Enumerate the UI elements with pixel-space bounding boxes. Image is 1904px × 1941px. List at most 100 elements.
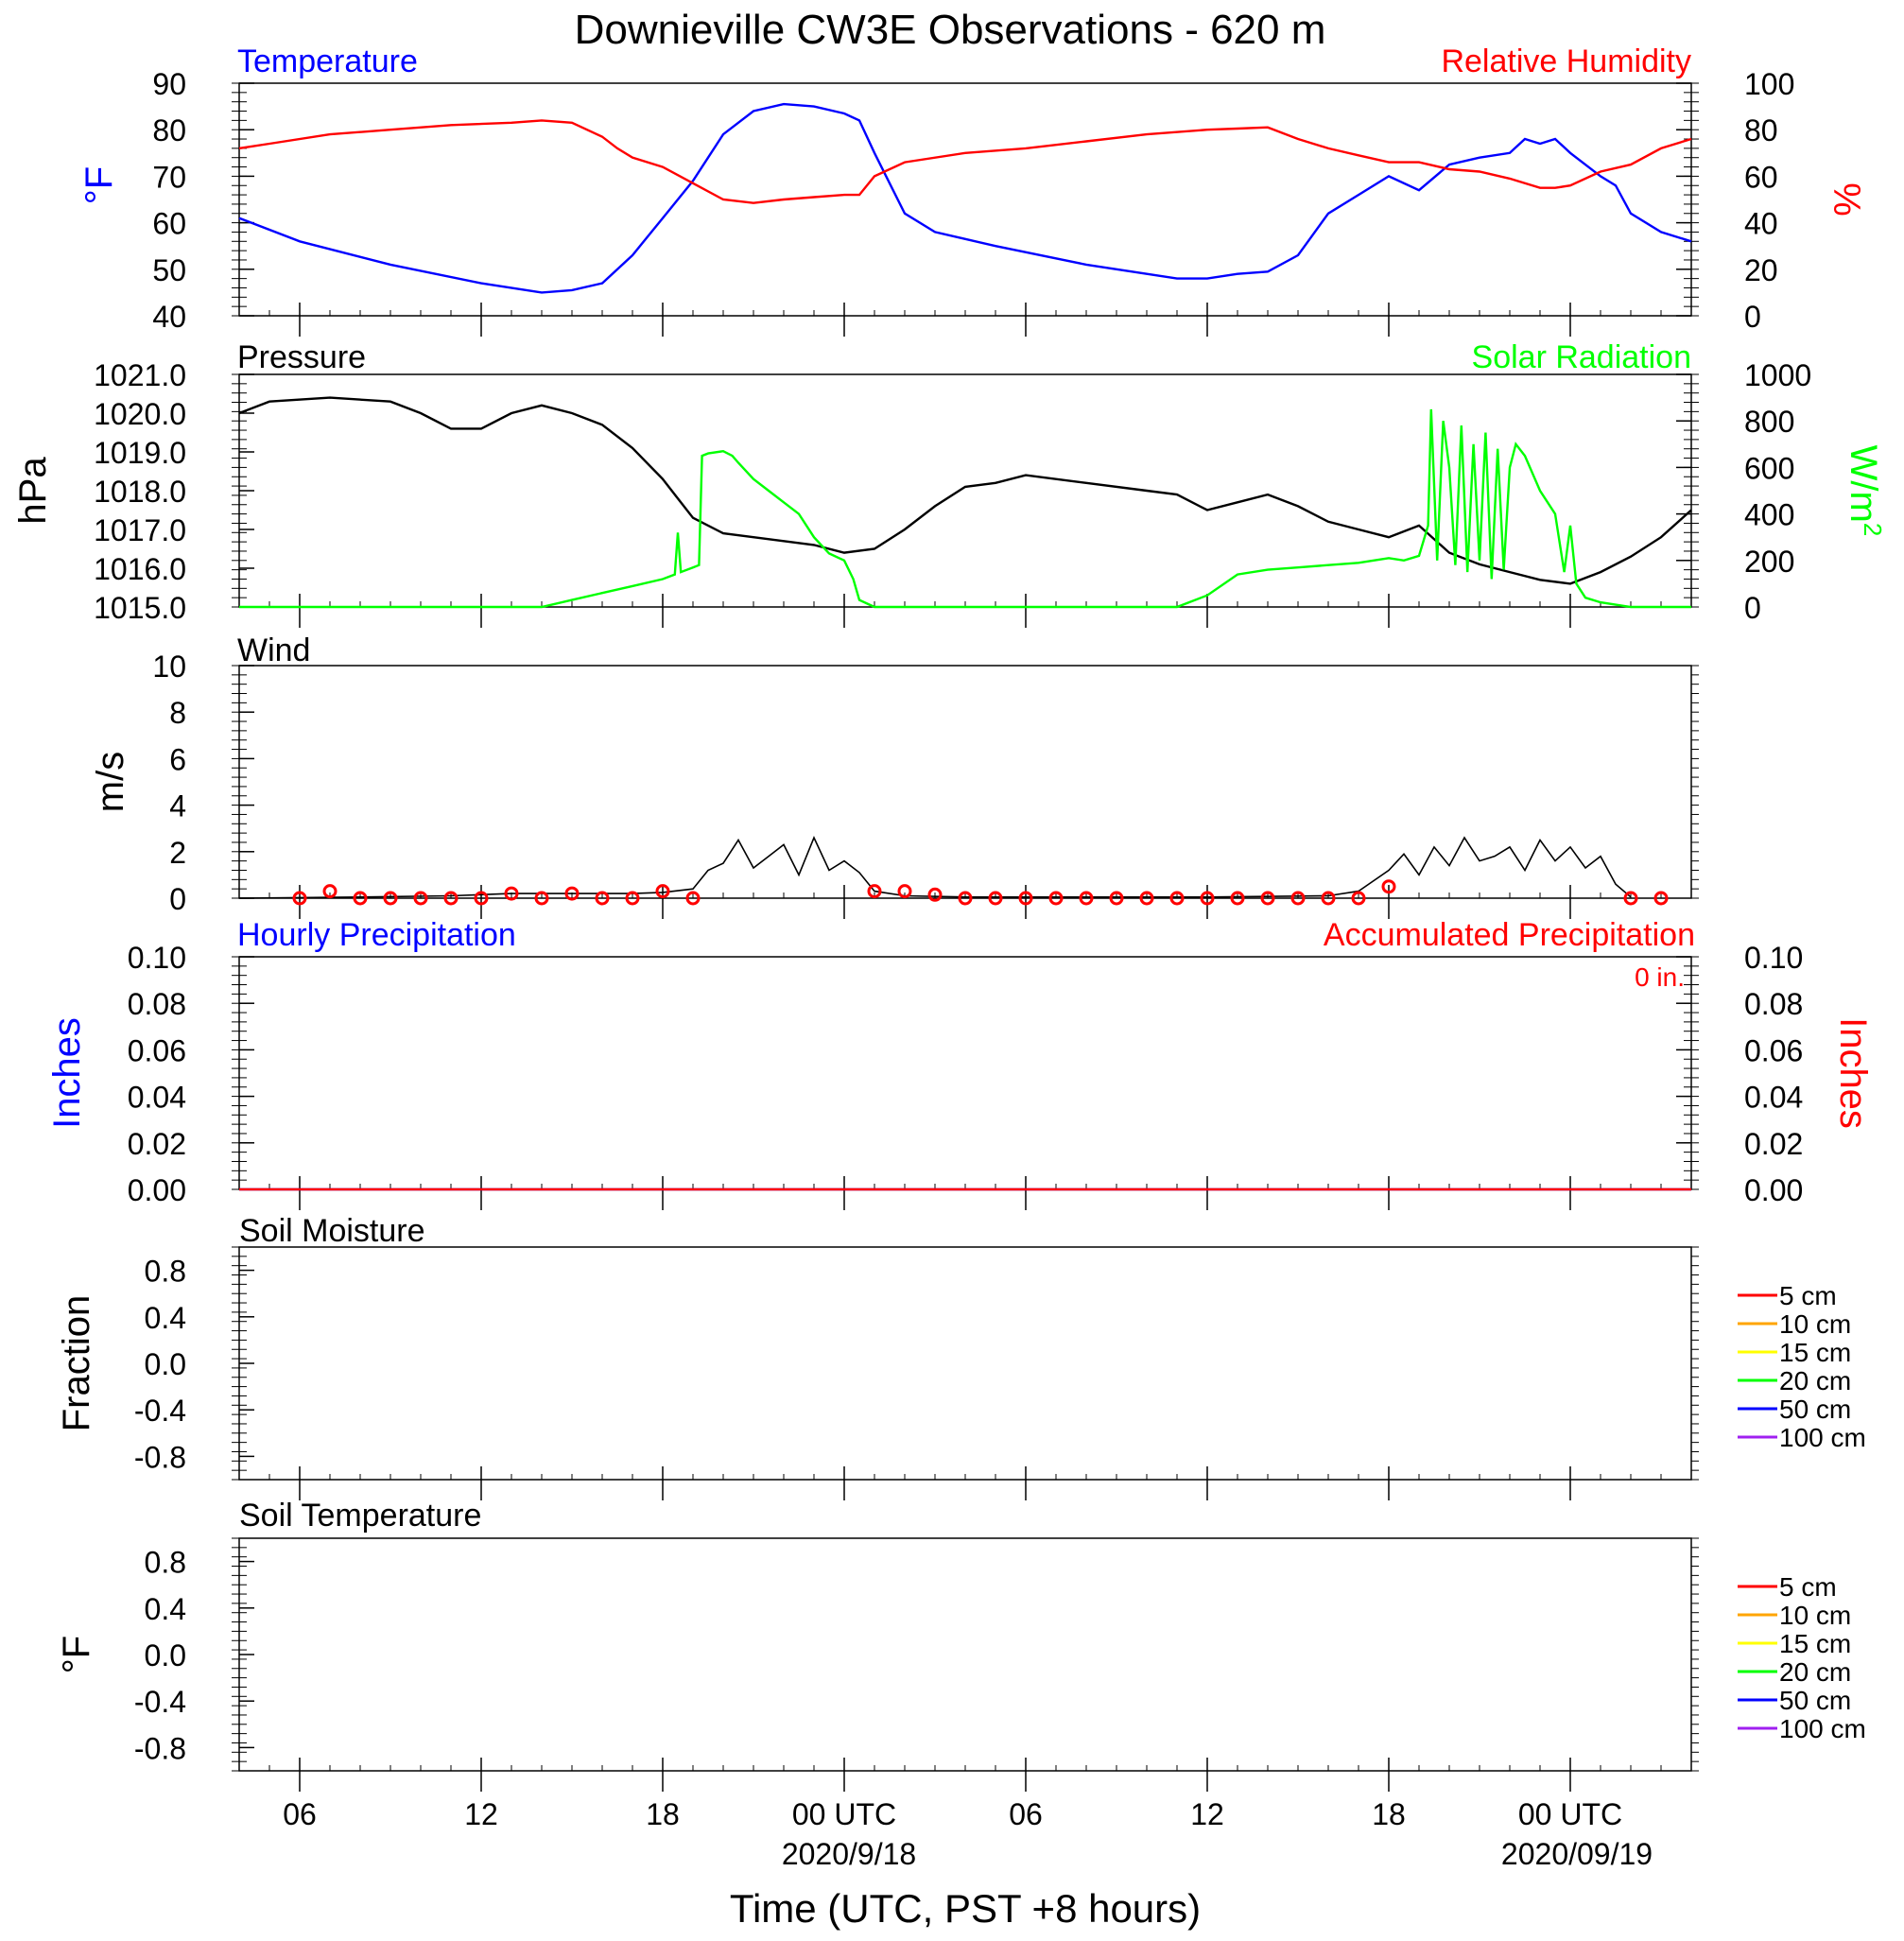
gust-marker <box>1048 891 1064 906</box>
x-axis: 06 12 18 00 UTC 06 12 18 00 UTC <box>283 1797 1622 1831</box>
right-tick-label: 0.06 <box>1744 1033 1803 1067</box>
figure-title: Downieville CW3E Observations - 620 m <box>575 7 1326 53</box>
left-tick-label: 0.10 <box>128 941 186 975</box>
right-tick-label: 600 <box>1744 451 1794 485</box>
gust-marker <box>1351 891 1366 906</box>
accum-precip-total: 0 in. <box>1635 962 1685 992</box>
legend-label: 100 cm <box>1779 1423 1866 1452</box>
x-tick-label: 18 <box>1372 1797 1406 1831</box>
legend-label: 50 cm <box>1779 1395 1851 1424</box>
x-axis-label: Time (UTC, PST +8 hours) <box>730 1886 1201 1931</box>
left-tick-label: 80 <box>152 113 186 147</box>
left-tick-label: 1019.0 <box>94 436 186 470</box>
right-tick-label: 0 <box>1744 300 1761 334</box>
wind-panel: Wind m/s 0 2 4 6 8 10 <box>90 633 1699 919</box>
left-tick-label: 60 <box>152 207 186 241</box>
legend-label: 15 cm <box>1779 1629 1851 1658</box>
series-line <box>238 119 1692 204</box>
gust-marker <box>322 884 338 899</box>
x-tick-label: 18 <box>646 1797 680 1831</box>
left-tick-label: 40 <box>152 300 186 334</box>
series-line <box>238 102 1692 294</box>
gust-marker <box>1321 891 1336 906</box>
legend-label: 10 cm <box>1779 1309 1851 1339</box>
temp-rh-panel: Temperature Relative Humidity °F % 40 50 6… <box>78 43 1867 337</box>
left-tick-label: 0.02 <box>128 1127 186 1161</box>
left-tick-label: 1017.0 <box>94 513 186 547</box>
gust-marker <box>1260 891 1275 906</box>
gust-marker <box>1653 891 1669 906</box>
hourly-precip-title: Hourly Precipitation <box>237 917 516 953</box>
left-tick-label: 0.4 <box>145 1301 186 1335</box>
left-tick-label: 0.00 <box>128 1173 186 1207</box>
gust-marker <box>564 886 580 901</box>
left-tick-label: 0.8 <box>145 1255 186 1289</box>
right-tick-label: 100 <box>1744 67 1794 101</box>
gust-marker <box>1290 891 1306 906</box>
date-label-1: 2020/9/18 <box>782 1837 916 1871</box>
left-tick-label: 0 <box>169 882 186 916</box>
left-tick-label: -0.4 <box>134 1685 186 1719</box>
left-tick-label: 4 <box>169 789 186 823</box>
temp-rh-frame <box>238 82 1692 317</box>
right-tick-label: 0.00 <box>1744 1173 1803 1207</box>
gust-marker <box>353 891 368 906</box>
x-tick-label: 00 UTC <box>792 1797 896 1831</box>
legend-label: 10 cm <box>1779 1601 1851 1630</box>
left-tick-label: 0.08 <box>128 987 186 1021</box>
gust-marker <box>1139 891 1154 906</box>
pressure-unit: hPa <box>12 457 54 525</box>
gust-marker <box>383 891 398 906</box>
gust-marker <box>988 891 1003 906</box>
left-tick-label: 1021.0 <box>94 358 186 392</box>
precip-plot: 0.00 0.02 0.04 0.06 0.08 0.10 0.00 0.02 0.04 0.06… <box>128 941 1803 1210</box>
x-tick-label: 12 <box>1190 1797 1224 1831</box>
soil-moisture-unit: Fraction <box>56 1295 97 1432</box>
soil-temp-title: Soil Temperature <box>239 1498 481 1534</box>
right-tick-label: 800 <box>1744 405 1794 439</box>
soil-moisture-frame <box>238 1246 1692 1481</box>
hourly-precip-unit: Inches <box>46 1017 88 1129</box>
left-tick-label: 1016.0 <box>94 552 186 586</box>
left-tick-label: 8 <box>169 696 186 730</box>
gust-marker <box>534 891 549 906</box>
gust-marker <box>1079 891 1094 906</box>
gust-marker <box>867 884 882 899</box>
left-tick-label: 70 <box>152 160 186 194</box>
x-tick-label: 12 <box>464 1797 498 1831</box>
right-tick-label: 200 <box>1744 545 1794 579</box>
right-tick-label: 80 <box>1744 113 1778 147</box>
series-line <box>239 408 1691 609</box>
left-tick-label: 90 <box>152 67 186 101</box>
gust-marker <box>413 891 428 906</box>
legend-label: 100 cm <box>1779 1714 1866 1743</box>
right-tick-label: 60 <box>1744 160 1778 194</box>
left-tick-label: 1018.0 <box>94 475 186 509</box>
gust-marker <box>625 891 640 906</box>
pressure-solar-frame <box>238 373 1692 608</box>
soil-temp-panel: Soil Temperature °F -0.8 -0.4 0.0 0.4 0.8 5 … <box>56 1498 1866 1792</box>
gust-marker <box>655 884 670 899</box>
right-tick-label: 400 <box>1744 498 1794 532</box>
gust-marker <box>443 891 459 906</box>
gust-marker <box>1623 891 1638 906</box>
left-tick-label: 0.0 <box>145 1638 186 1672</box>
left-tick-label: 2 <box>169 836 186 870</box>
right-tick-label: 20 <box>1744 253 1778 287</box>
pressure-solar-plot: 1015.0 1016.0 1017.0 1018.0 1019.0 1020.0 1021… <box>94 358 1811 628</box>
left-tick-label: 0.0 <box>145 1347 186 1381</box>
wind-unit: m/s <box>90 752 131 812</box>
gust-marker <box>504 886 519 901</box>
right-tick-label: 0.10 <box>1744 941 1803 975</box>
pressure-title: Pressure <box>237 339 366 375</box>
gust-marker <box>292 891 307 906</box>
gust-marker <box>897 884 912 899</box>
right-tick-label: 0 <box>1744 591 1761 625</box>
left-tick-label: -0.8 <box>134 1440 186 1474</box>
right-tick-label: 40 <box>1744 207 1778 241</box>
right-tick-label: 0.04 <box>1744 1081 1803 1115</box>
pressure-solar-panel: Pressure Solar Radiation hPa W/m2 1015.0… <box>12 339 1887 628</box>
left-tick-label: -0.4 <box>134 1394 186 1428</box>
